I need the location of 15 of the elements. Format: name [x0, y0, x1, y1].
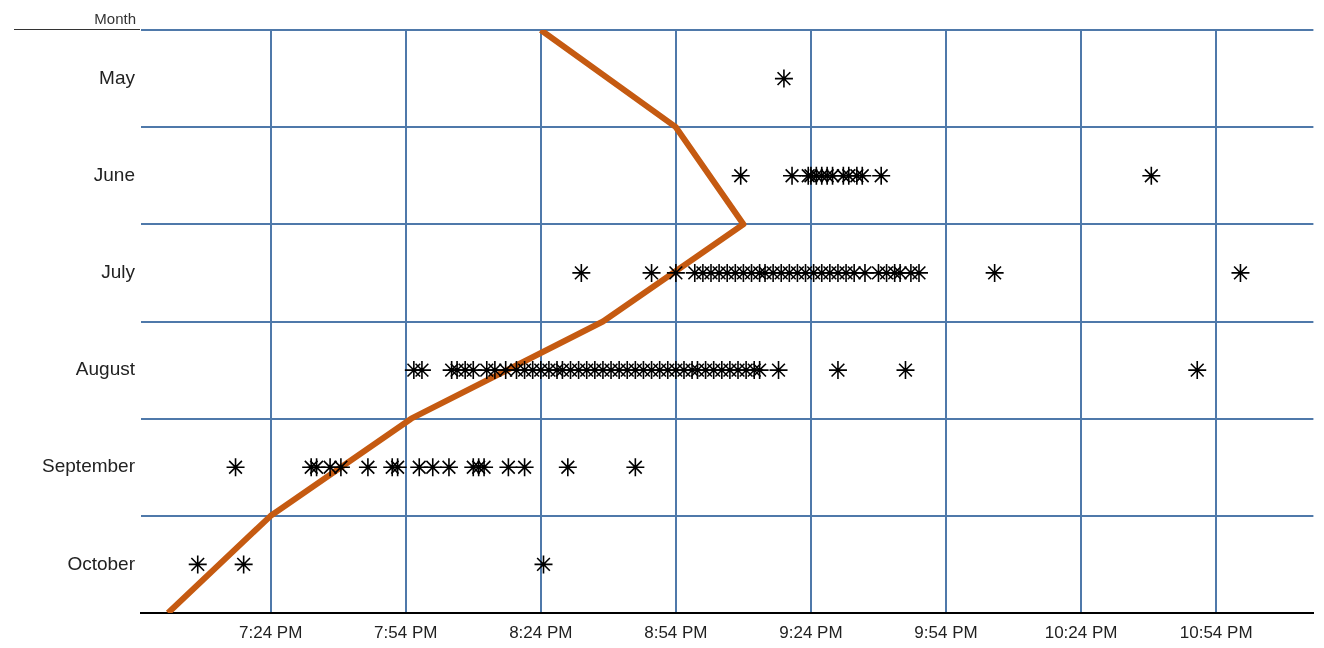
x-tick-label: 8:54 PM [644, 622, 708, 642]
y-tick-label: June [93, 163, 135, 185]
y-tick-label: July [101, 261, 136, 283]
x-tick-label: 10:24 PM [1044, 622, 1118, 642]
y-tick-label: September [42, 455, 136, 477]
x-tick-label: 9:54 PM [914, 622, 978, 642]
x-tick-label: 10:54 PM [1179, 622, 1253, 642]
x-tick-label: 7:54 PM [374, 622, 438, 642]
y-axis-title: Month [14, 9, 140, 30]
y-tick-label: October [67, 552, 136, 574]
y-tick-label: August [75, 358, 136, 380]
x-tick-label: 8:24 PM [509, 622, 573, 642]
y-tick-label: May [99, 66, 136, 88]
x-tick-label: 9:24 PM [779, 622, 843, 642]
x-tick-label: 7:24 PM [239, 622, 303, 642]
